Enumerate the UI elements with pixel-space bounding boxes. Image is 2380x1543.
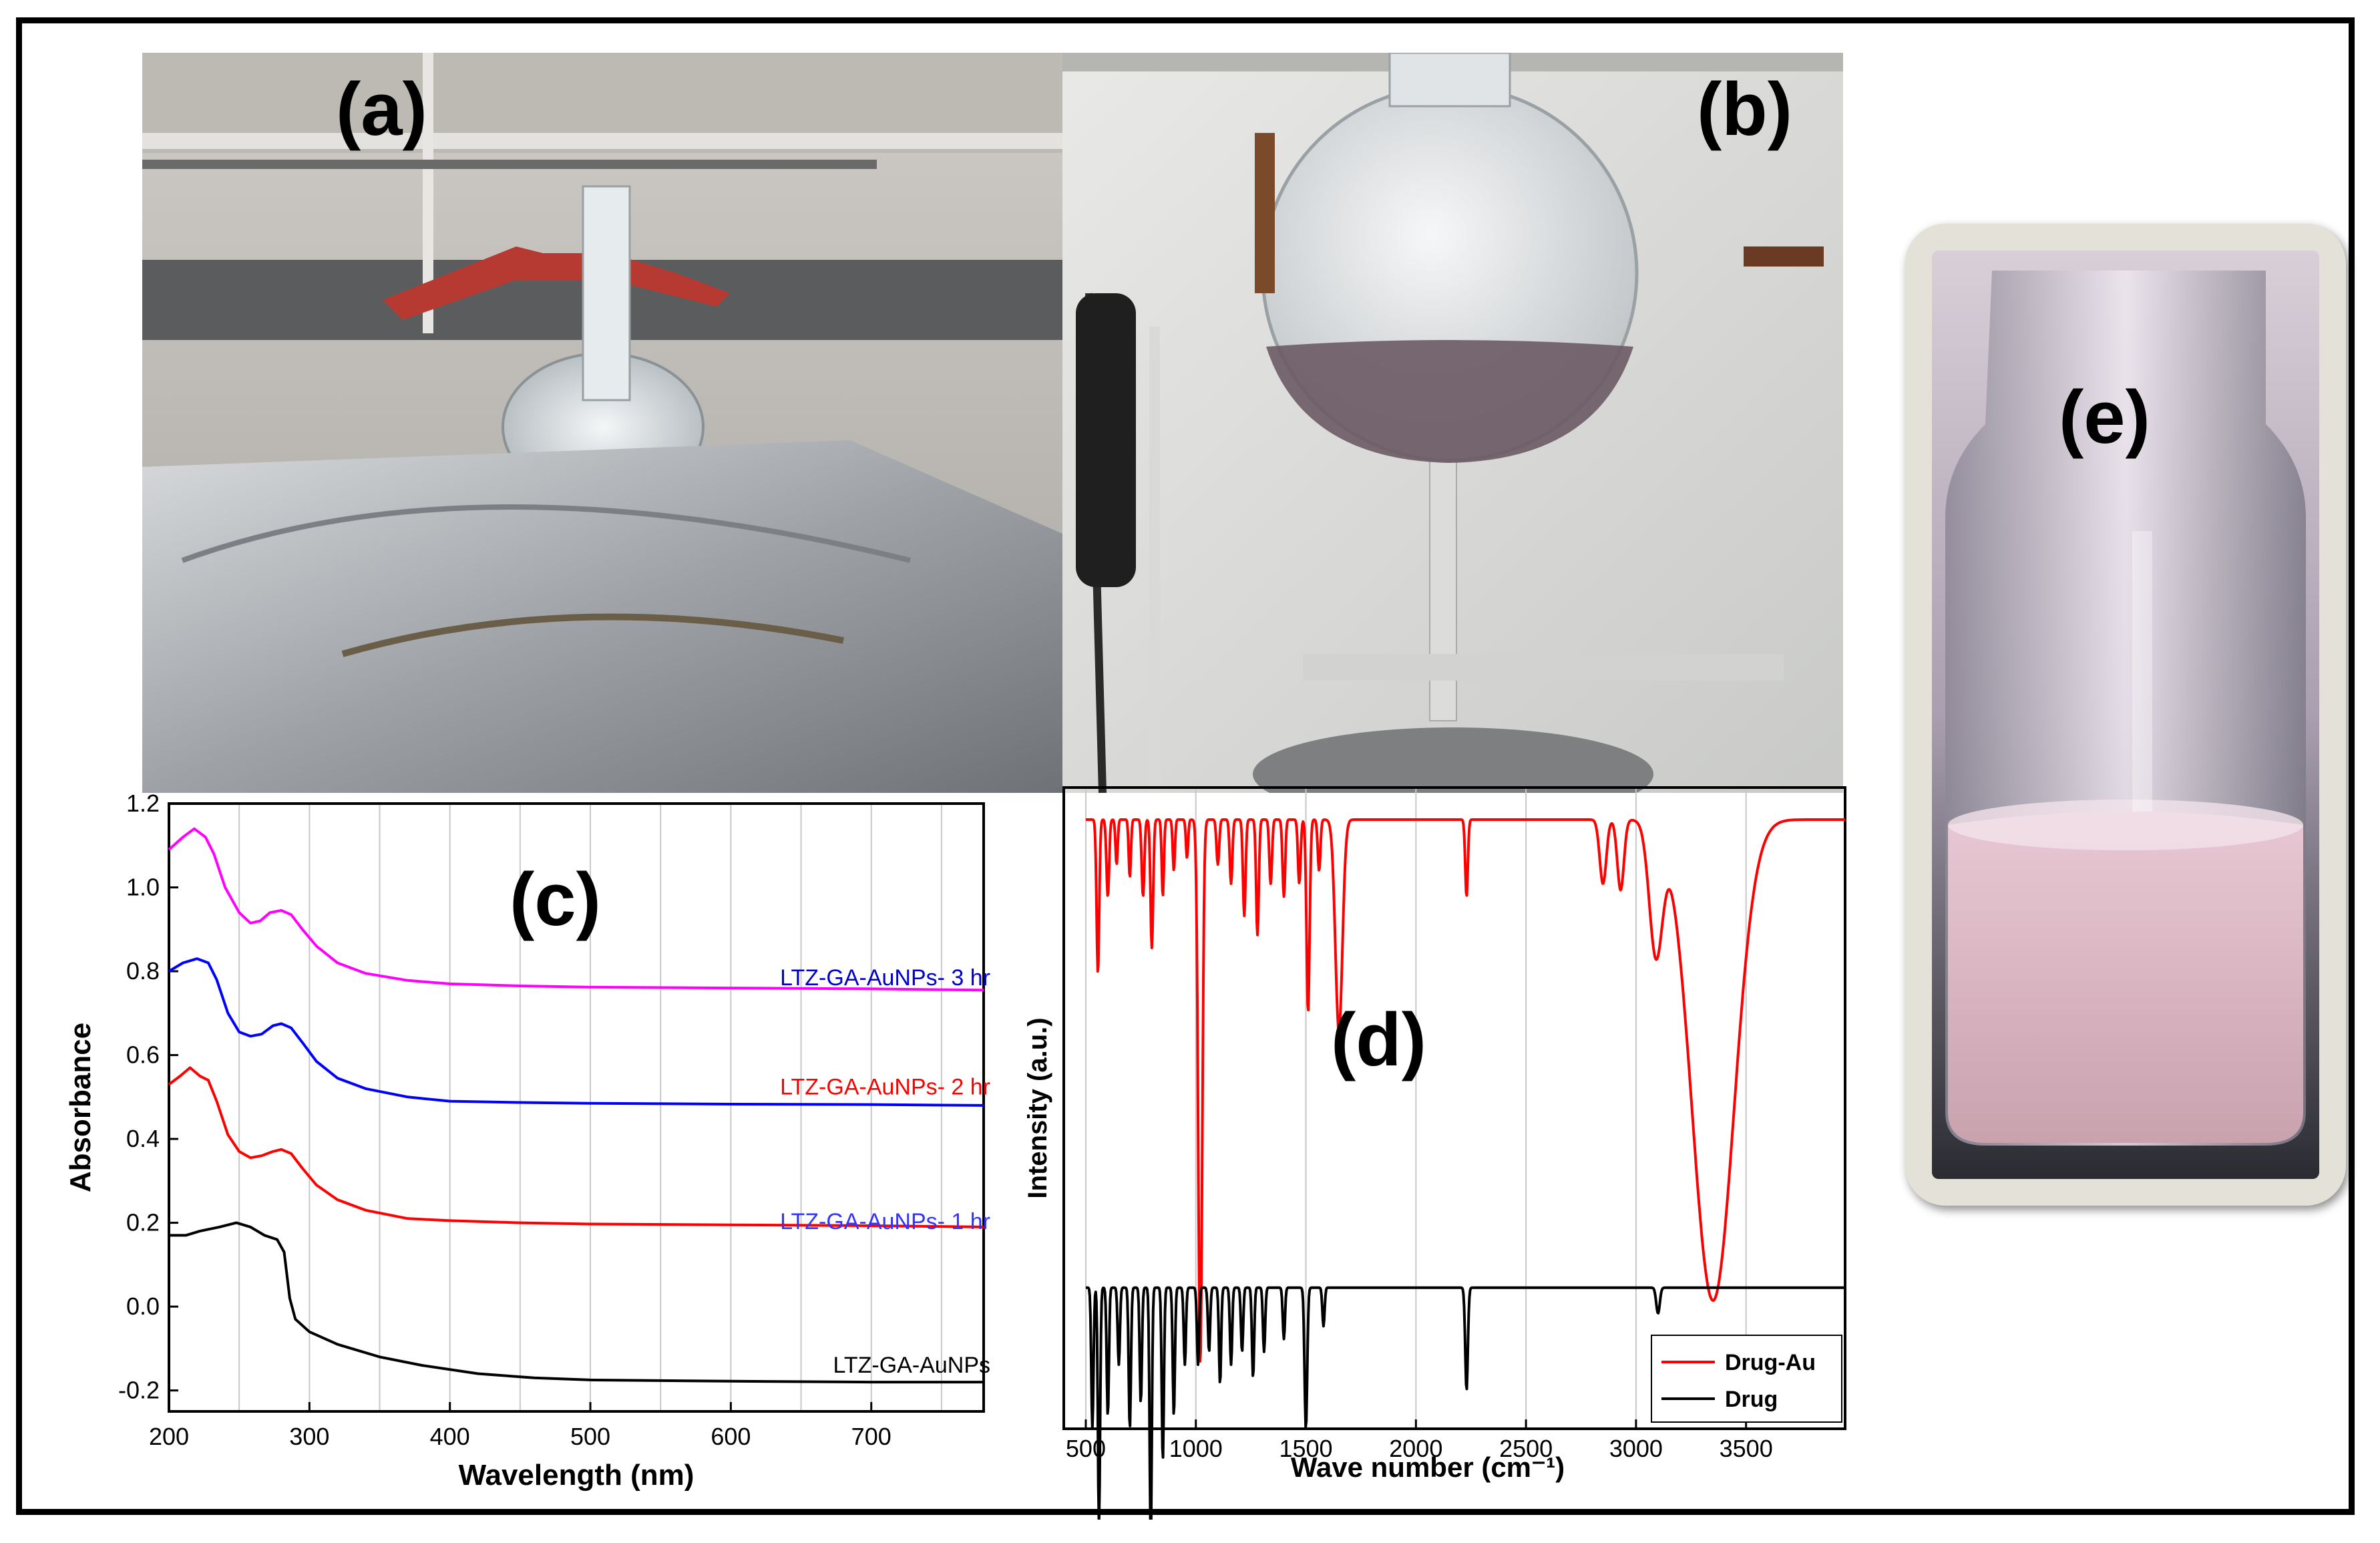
chart-c-ytick-label: 0.6 — [126, 1041, 160, 1069]
photo-b-illustration — [1062, 53, 1843, 793]
chart-c-xtick-label: 400 — [430, 1423, 470, 1450]
chart-c-xtick-label: 300 — [289, 1423, 329, 1450]
chart-c-series-line — [169, 1221, 984, 1384]
chart-d-xtick-label: 1000 — [1169, 1435, 1223, 1462]
chart-d-xtick-label: 2000 — [1389, 1435, 1442, 1462]
panel-label-a: (a) — [336, 67, 427, 151]
chart-c-ytick-label: 0.0 — [126, 1293, 160, 1320]
photo-a-illustration — [142, 53, 1062, 793]
chart-d-xtick-label: 2500 — [1499, 1435, 1553, 1462]
chart-c-xtick-label: 200 — [149, 1423, 189, 1450]
chart-d-panel-label: (d) — [1331, 998, 1426, 1081]
chart-c-ytick-label: 0.4 — [126, 1125, 160, 1152]
chart-c-xtick-label: 700 — [851, 1423, 891, 1450]
chart-c-series-label: LTZ-GA-AuNPs- 2 hr — [780, 1075, 990, 1100]
chart-c-ytick-label: 1.2 — [126, 790, 160, 817]
panel-label-e: (e) — [2059, 375, 2150, 459]
chart-d-xtick-label: 1500 — [1279, 1435, 1332, 1462]
chart-c-series-label: LTZ-GA-AuNPs — [833, 1353, 990, 1378]
figure-frame: (a) (b) — [16, 17, 2355, 1520]
chart-c-series-line — [168, 1066, 984, 1228]
photo-panel-e: (e) — [1932, 250, 2319, 1179]
photo-panel-e-frame: (e) — [1905, 224, 2346, 1206]
chart-c-panel-label: (c) — [510, 858, 601, 941]
chart-d-ylabel: Intensity (a.u.) — [1023, 1017, 1052, 1198]
chart-c-ytick-label: 1.0 — [126, 874, 160, 901]
chart-c-series-line — [168, 957, 984, 1107]
panel-label-b: (b) — [1697, 67, 1793, 151]
chart-c-ytick-label: 0.8 — [126, 957, 160, 985]
chart-c-ylabel: Absorbance — [64, 1023, 97, 1192]
chart-c-ytick-label: 0.2 — [126, 1209, 160, 1236]
chart-c-xtick-label: 600 — [711, 1423, 751, 1450]
chart-d-xtick-label: 3000 — [1609, 1435, 1663, 1462]
chart-c-xlabel: Wavelength (nm) — [459, 1459, 695, 1492]
chart-d-legend-label: Drug — [1725, 1387, 1778, 1412]
photo-e-illustration — [1932, 250, 2319, 1179]
chart-d-xtick-label: 3500 — [1720, 1435, 1773, 1462]
chart-d-series-line — [1084, 818, 1846, 1363]
chart-d-legend — [1651, 1335, 1842, 1423]
photo-panel-b: (b) — [1062, 53, 1843, 793]
chart-c-axes-box — [168, 802, 985, 1413]
chart-d-series-line — [1084, 1286, 1846, 1520]
chart-c-xtick-label: 500 — [570, 1423, 610, 1450]
chart-c-uv-vis: 200 300 400 500 600 700 -0.2 0.0 0.2 0.4 0.6 0.8 1.0… — [64, 790, 990, 1492]
chart-d-legend-label: Drug-Au — [1725, 1350, 1816, 1375]
chart-c-ytick-label: -0.2 — [118, 1377, 160, 1404]
chart-c-series-label: LTZ-GA-AuNPs- 1 hr — [780, 1209, 990, 1234]
photo-panel-a: (a) — [142, 53, 1062, 793]
chart-c-plot-area: 200 300 400 500 600 700 -0.2 0.0 0.2 0.4 0.6 0.8 1.0… — [64, 790, 990, 1492]
chart-c-series-label: LTZ-GA-AuNPs- 3 hr — [780, 965, 990, 991]
chart-c-series-line — [168, 827, 984, 992]
chart-d-xlabel: Wave number (cm⁻¹) — [1291, 1451, 1565, 1483]
chart-d-axes-box — [1062, 786, 1846, 1430]
